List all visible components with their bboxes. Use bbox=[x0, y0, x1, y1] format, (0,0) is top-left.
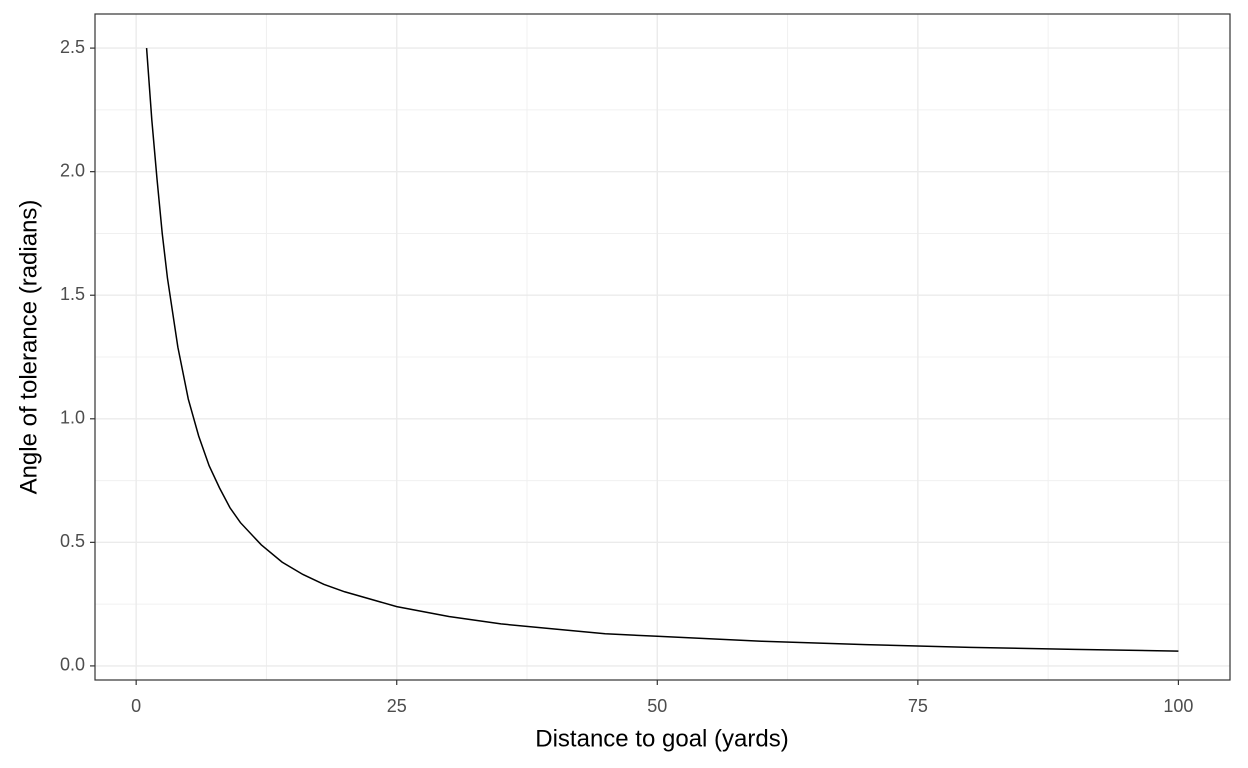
y-tick-label: 1.5 bbox=[60, 284, 85, 304]
panel-border bbox=[94, 13, 1231, 681]
x-tick-label: 75 bbox=[908, 696, 928, 716]
axes: 0 25 50 75 100 0.0 0.5 1.0 1.5 2.0 2.5 bbox=[60, 37, 1193, 716]
x-tick-label: 25 bbox=[387, 696, 407, 716]
grid bbox=[95, 14, 1230, 680]
x-tick-label: 50 bbox=[647, 696, 667, 716]
y-tick-label: 0.5 bbox=[60, 531, 85, 551]
y-tick-label: 1.0 bbox=[60, 408, 85, 428]
line-series bbox=[145, 48, 1179, 652]
y-tick-label: 2.0 bbox=[60, 160, 85, 180]
y-axis-title: Angle of tolerance (radians) bbox=[15, 200, 42, 495]
plot-area bbox=[145, 48, 1179, 652]
y-tick-label: 0.0 bbox=[60, 655, 85, 675]
x-tick-label: 100 bbox=[1163, 696, 1193, 716]
y-tick-label: 2.5 bbox=[60, 37, 85, 57]
x-axis-title: Distance to goal (yards) bbox=[535, 725, 788, 752]
x-tick-label: 0 bbox=[131, 696, 141, 716]
